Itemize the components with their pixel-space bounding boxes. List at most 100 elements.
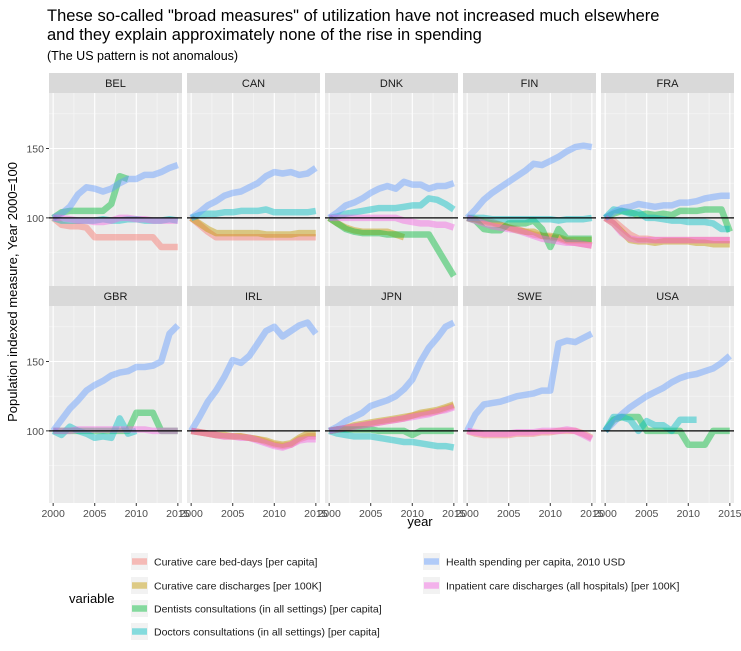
panel-swe: SWE 2000 2005 2010 2015	[455, 286, 604, 520]
facet-label: FIN	[521, 78, 539, 90]
x-tick-label: 2010	[539, 508, 563, 520]
series-line-dentists	[603, 206, 733, 233]
facet-label: GBR	[104, 291, 128, 303]
x-tick-label: 2010	[677, 508, 701, 520]
legend-label: Curative care bed-days [per capita]	[154, 557, 317, 569]
series-line-spending	[327, 319, 456, 434]
y-tick-label: 100	[26, 426, 44, 438]
panel-fra: FRA	[601, 73, 734, 290]
legend-key-bg	[131, 553, 148, 570]
x-tick-label: 2000	[41, 508, 65, 520]
legend-item-discharges: Curative care discharges [per 100K]	[131, 577, 322, 594]
facet-strip	[463, 286, 596, 306]
facet-strip	[187, 73, 320, 93]
legend-label: Health spending per capita, 2010 USD	[446, 557, 626, 569]
x-tick-label: 2005	[635, 508, 659, 520]
series-line-discharges	[328, 401, 455, 435]
legend-item-beddays: Curative care bed-days [per capita]	[131, 553, 317, 570]
facet-label: USA	[656, 291, 679, 303]
x-tick-label: 2005	[83, 508, 107, 520]
series-line-beddays	[51, 215, 178, 251]
series-line-dentists	[51, 172, 130, 221]
series-line-spending	[602, 353, 732, 434]
facet-strip	[49, 286, 182, 306]
panel-irl: IRL 2000 2005 2010 2015	[179, 286, 328, 520]
panel-dnk: DNK	[325, 73, 458, 290]
x-tick-label: 2000	[455, 508, 479, 520]
legend-key-bg	[423, 553, 440, 570]
series-line-beddays	[466, 214, 593, 249]
series-line-discharges	[603, 215, 730, 248]
series-line-beddays	[190, 427, 316, 450]
legend-key-bg	[131, 577, 148, 594]
facet-label: IRL	[245, 291, 262, 303]
x-tick-label: 2010	[125, 508, 149, 520]
facet-label: BEL	[105, 78, 126, 90]
x-tick-label: 2005	[221, 508, 245, 520]
panel-bel: BEL 100 150	[26, 73, 182, 290]
chart-title-line1: These so-called "broad measures" of util…	[47, 7, 659, 25]
facet-label: FRA	[657, 78, 680, 90]
x-tick-label: 2015	[580, 508, 604, 520]
y-tick-label: 150	[26, 143, 44, 155]
series-line-beddays	[604, 214, 730, 244]
panel-fin: FIN	[463, 73, 596, 290]
series-line-discharges	[189, 215, 316, 238]
series-line-discharges	[466, 214, 592, 244]
x-tick-label: 2000	[179, 508, 203, 520]
facet-label: SWE	[517, 291, 542, 303]
chart-title-line2: and they explain approximately none of t…	[47, 26, 482, 44]
x-tick-label: 2005	[497, 508, 521, 520]
x-tick-label: 2010	[263, 508, 287, 520]
facet-strip	[601, 286, 734, 306]
y-axis-label: Population indexed measure, Year 2000=10…	[5, 162, 20, 422]
series-line-spending	[51, 162, 179, 221]
series-line-doctors	[602, 206, 730, 233]
facet-panels: BEL 100 150 CAN DNK FIN FRA GBR 100 150 2000 2005 20…	[26, 73, 741, 520]
series-line-spending	[189, 165, 318, 221]
facet-strip	[187, 286, 320, 306]
legend-label: Curative care discharges [per 100K]	[154, 581, 322, 593]
series-line-doctors	[190, 206, 317, 221]
panel-gbr: GBR 100 150 2000 2005 2010 2015	[26, 286, 190, 520]
series-line-spending	[50, 323, 181, 433]
series-line-spending	[188, 319, 319, 433]
y-tick-label: 100	[26, 213, 44, 225]
x-tick-label: 2005	[359, 508, 383, 520]
chart-subtitle: (The US pattern is not anomalous)	[47, 49, 238, 63]
legend-label: Doctors consultations (in all settings) …	[154, 627, 380, 639]
legend-item-inpatient: Inpatient care discharges (all hospitals…	[423, 577, 680, 594]
facet-strip	[601, 73, 734, 93]
x-tick-label: 2000	[317, 508, 341, 520]
series-line-spending	[603, 192, 730, 221]
series-line-doctors	[51, 415, 138, 442]
series-line-doctors	[467, 214, 593, 224]
series-line-doctors	[52, 214, 179, 224]
series-line-inpatient	[603, 215, 730, 244]
x-tick-label: 2015	[718, 508, 741, 520]
series-line-doctors	[602, 413, 697, 435]
facet-label: DNK	[380, 78, 404, 90]
series-line-beddays	[189, 215, 316, 241]
series-line-doctors	[328, 427, 455, 451]
legend-label: Dentists consultations (in all settings)…	[154, 604, 382, 616]
series-line-beddays	[328, 402, 455, 435]
x-tick-label: 2015	[304, 508, 328, 520]
facet-strip	[49, 73, 182, 93]
series-line-doctors	[328, 195, 456, 222]
facet-label: JPN	[381, 291, 402, 303]
legend-key-bg	[423, 577, 440, 594]
series-line-spending	[327, 178, 455, 221]
x-axis-label: year	[407, 514, 433, 529]
x-tick-label: 2000	[593, 508, 617, 520]
series-line-inpatient	[466, 214, 593, 249]
legend-key-bg	[131, 600, 148, 617]
legend-item-dentists: Dentists consultations (in all settings)…	[131, 600, 382, 617]
series-line-inpatient	[190, 427, 316, 451]
series-line-discharges	[190, 427, 316, 448]
facet-strip	[325, 73, 458, 93]
legend-label: Inpatient care discharges (all hospitals…	[446, 581, 680, 593]
x-tick-label: 2010	[401, 508, 425, 520]
facet-label: CAN	[242, 78, 265, 90]
